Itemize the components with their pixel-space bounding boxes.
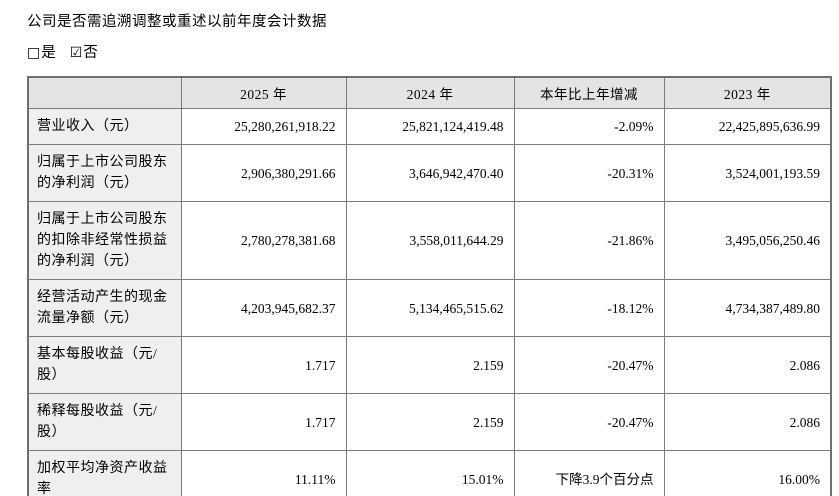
value-cell: 2.086 <box>663 393 832 451</box>
value-cell: 15.01% <box>345 450 515 496</box>
value-cell: 11.11% <box>180 450 347 496</box>
row-label: 经营活动产生的现金流量净额（元） <box>27 279 182 337</box>
table-row: 归属于上市公司股东的扣除非经常性损益的净利润（元） 2,780,278,381.6… <box>27 201 832 280</box>
row-label: 稀释每股收益（元/股） <box>27 393 182 451</box>
option-no-label: 否 <box>83 45 98 61</box>
option-yes: □ 是 <box>27 43 56 63</box>
value-cell: 2.159 <box>345 393 515 451</box>
table-row: 经营活动产生的现金流量净额（元） 4,203,945,682.37 5,134,46… <box>27 279 832 337</box>
value-cell: 2.159 <box>345 336 515 394</box>
table-row: 归属于上市公司股东的净利润（元） 2,906,380,291.66 3,646,94… <box>27 144 832 202</box>
value-cell: 4,203,945,682.37 <box>180 279 347 337</box>
value-cell: 下降3.9个百分点 <box>513 450 665 496</box>
value-cell: 1.717 <box>180 336 347 394</box>
value-cell: 5,134,465,515.62 <box>345 279 515 337</box>
financial-table: 2025 年 2024 年本年比上年增减 2023 年营业收入（元） 25,280,2… <box>27 76 832 496</box>
row-label: 加权平均净资产收益率 <box>27 450 182 496</box>
row-label: 归属于上市公司股东的净利润（元） <box>27 144 182 202</box>
value-cell: 2,780,278,381.68 <box>180 201 347 280</box>
value-cell: -20.47% <box>513 336 665 394</box>
value-cell: -20.31% <box>513 144 665 202</box>
table-row: 稀释每股收益（元/股） 1.717 2.159 -20.47% 2.086 <box>27 393 832 451</box>
value-cell: -20.47% <box>513 393 665 451</box>
table-row: 基本每股收益（元/股） 1.717 2.159 -20.47% 2.086 <box>27 336 832 394</box>
value-cell: 4,734,387,489.80 <box>663 279 832 337</box>
value-cell: 2.086 <box>663 336 832 394</box>
table-header-row-1: 2025 年 2024 年本年比上年增减 2023 年 <box>27 76 832 109</box>
table-row: 加权平均净资产收益率 11.11% 15.01% 下降3.9个百分点 16.00% <box>27 450 832 496</box>
row-label: 归属于上市公司股东的扣除非经常性损益的净利润（元） <box>27 201 182 280</box>
value-cell: 3,495,056,250.46 <box>663 201 832 280</box>
option-no: ☑ 否 <box>70 43 98 63</box>
option-yes-label: 是 <box>41 45 56 61</box>
value-cell: 22,425,895,636.99 <box>663 108 832 145</box>
value-cell: 3,646,942,470.40 <box>345 144 515 202</box>
value-cell: 16.00% <box>663 450 832 496</box>
restatement-question-text: 公司是否需追溯调整或重述以前年度会计数据 <box>27 14 327 30</box>
restatement-options: □ 是 ☑ 否 <box>27 43 839 63</box>
value-cell: -21.86% <box>513 201 665 280</box>
checkbox-yes-unchecked-icon[interactable]: □ <box>27 45 41 61</box>
financial-table-body: 2025 年 2024 年本年比上年增减 2023 年营业收入（元） 25,280,2… <box>27 76 832 496</box>
value-cell: 3,524,001,193.59 <box>663 144 832 202</box>
value-cell: 1.717 <box>180 393 347 451</box>
header-cell-empty <box>27 76 182 109</box>
table-row: 营业收入（元） 25,280,261,918.22 25,821,124,419.4… <box>27 108 832 145</box>
row-label: 基本每股收益（元/股） <box>27 336 182 394</box>
row-label: 营业收入（元） <box>27 108 182 145</box>
value-cell: -18.12% <box>513 279 665 337</box>
value-cell: 25,280,261,918.22 <box>180 108 347 145</box>
value-cell: 2,906,380,291.66 <box>180 144 347 202</box>
header-cell: 本年比上年增减 <box>513 76 665 109</box>
header-cell: 2025 年 <box>180 76 347 109</box>
checkbox-no-checked-icon[interactable]: ☑ <box>69 45 83 61</box>
value-cell: 3,558,011,644.29 <box>345 201 515 280</box>
value-cell: -2.09% <box>513 108 665 145</box>
header-cell: 2024 年 <box>345 76 515 109</box>
value-cell: 25,821,124,419.48 <box>345 108 515 145</box>
header-cell: 2023 年 <box>663 76 832 109</box>
